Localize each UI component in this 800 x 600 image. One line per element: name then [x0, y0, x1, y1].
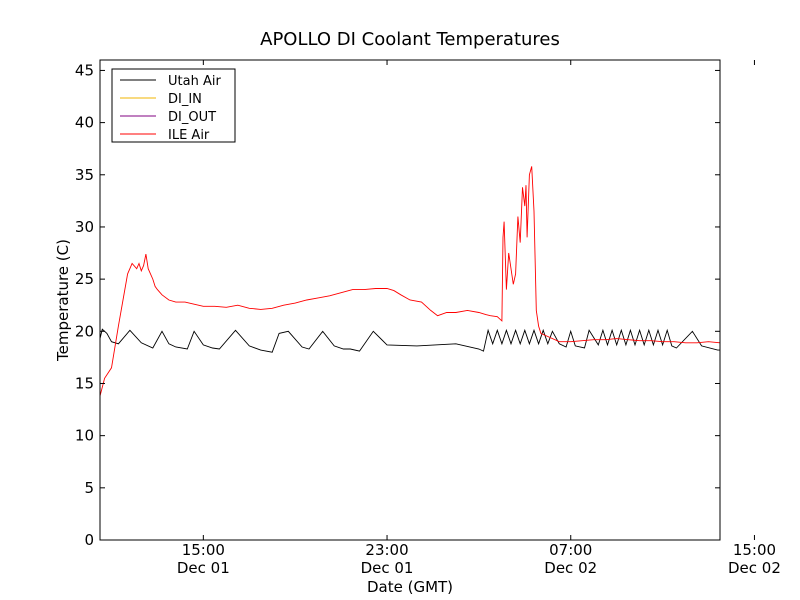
legend: Utah Air DI_IN DI_OUT ILE Air [111, 68, 236, 143]
y-tick-label: 15 [75, 374, 94, 392]
plot-frame [99, 59, 721, 541]
y-tick-label: 30 [75, 218, 94, 236]
y-tick-label: 10 [75, 427, 94, 445]
series-line-utah-air [100, 328, 720, 353]
y-axis-label: Temperature (C) [54, 239, 72, 362]
legend-label-di-in: DI_IN [168, 92, 202, 107]
y-tick-label: 35 [75, 166, 94, 184]
y-tick-label: 0 [84, 531, 94, 549]
x-tick-time-label: 23:00 [365, 541, 408, 559]
series-line-ile-air [100, 166, 720, 397]
x-tick-date-label: Dec 02 [728, 559, 781, 577]
legend-label-ile-air: ILE Air [168, 128, 210, 143]
x-tick-time-label: 07:00 [549, 541, 592, 559]
x-tick-time-label: 15:00 [733, 541, 776, 559]
y-tick-label: 40 [75, 114, 94, 132]
chart-title: APOLLO DI Coolant Temperatures [260, 29, 560, 50]
x-axis-label: Date (GMT) [367, 578, 453, 596]
y-tick-label: 45 [75, 61, 94, 79]
legend-label-di-out: DI_OUT [168, 110, 216, 125]
x-tick-date-label: Dec 01 [361, 559, 414, 577]
x-tick-time-label: 15:00 [182, 541, 225, 559]
legend-label-utah-air: Utah Air [168, 74, 221, 89]
legend-box [111, 68, 236, 143]
x-tick-date-label: Dec 02 [544, 559, 597, 577]
y-tick-label: 20 [75, 322, 94, 340]
series-layer [100, 166, 720, 397]
x-tick-date-label: Dec 01 [177, 559, 230, 577]
y-tick-label: 5 [84, 479, 94, 497]
y-tick-label: 25 [75, 270, 94, 288]
